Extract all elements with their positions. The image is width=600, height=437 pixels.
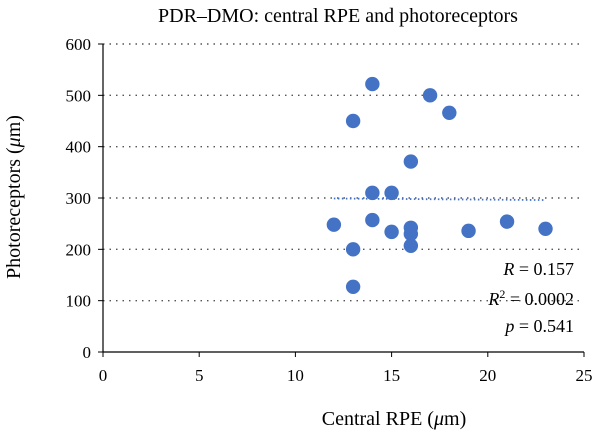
stat-r: R = 0.157 (502, 259, 574, 279)
y-tick-label: 0 (83, 343, 92, 362)
x-tick-labels: 0 5 10 15 20 25 (99, 366, 593, 385)
grid-lines (103, 43, 584, 302)
data-point (461, 223, 476, 239)
x-tick-label: 0 (99, 366, 108, 385)
y-tick-labels: 0 100 200 300 400 500 600 (66, 35, 92, 362)
stat-p: p = 0.541 (503, 316, 574, 336)
data-point (403, 226, 419, 242)
trendline (333, 197, 546, 201)
data-point (422, 88, 438, 103)
y-tick-label: 600 (66, 35, 92, 54)
stat-r2: R2 = 0.0002 (487, 287, 574, 309)
data-points (326, 76, 553, 295)
data-point (345, 242, 361, 257)
axes (98, 43, 585, 357)
data-point (365, 212, 380, 228)
x-tick-label: 15 (383, 366, 400, 385)
x-tick-label: 5 (195, 366, 204, 385)
data-point (403, 238, 419, 253)
data-point (403, 154, 419, 169)
x-tick-label: 10 (287, 366, 304, 385)
data-point (345, 279, 361, 295)
data-point (499, 214, 515, 229)
stats-annotation: R = 0.157 R2 = 0.0002 p = 0.541 (487, 259, 574, 336)
y-tick-label: 200 (66, 240, 92, 259)
data-point (442, 105, 457, 120)
data-point (538, 221, 553, 236)
data-point (365, 76, 380, 92)
x-axis-label: Central RPE (μm) (322, 408, 466, 430)
y-tick-label: 300 (66, 189, 92, 208)
y-tick-label: 100 (66, 292, 92, 311)
y-tick-label: 500 (66, 86, 92, 105)
y-tick-label: 400 (66, 138, 92, 157)
y-axis-label: Photoreceptors (μm) (3, 115, 25, 279)
chart-title: PDR–DMO: central RPE and photoreceptors (158, 5, 518, 27)
trendline-line (333, 197, 546, 201)
data-point (345, 113, 361, 129)
data-point (365, 185, 380, 201)
data-point (384, 185, 399, 201)
x-tick-label: 20 (479, 366, 496, 385)
data-point (384, 224, 399, 240)
data-point (326, 217, 342, 232)
x-tick-label: 25 (576, 366, 593, 385)
